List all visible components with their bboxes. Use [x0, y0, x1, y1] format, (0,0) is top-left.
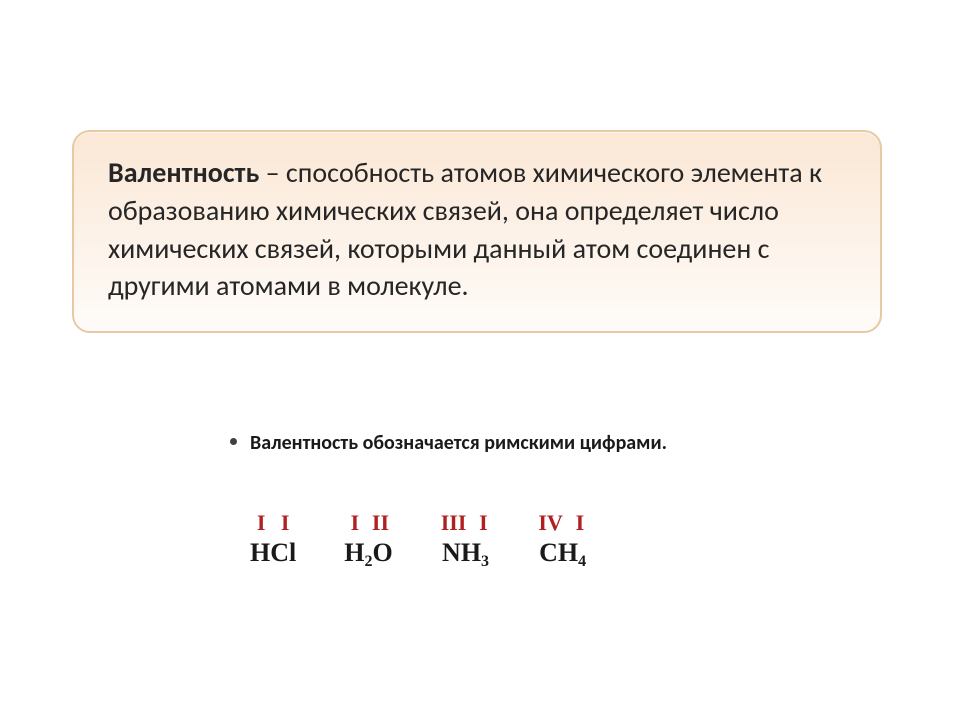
valence-note-text: Валентность обозначается римскими цифрам…	[250, 431, 667, 455]
formula-row: IIHClIIIH2OIIIINH3IVICH4	[250, 510, 810, 568]
valence-numeral: I	[254, 510, 268, 536]
slide: Валентность – способность атомов химичес…	[0, 0, 960, 720]
valence-note: Валентность обозначается римскими цифрам…	[250, 430, 810, 456]
valence-numeral: I	[573, 510, 587, 536]
definition-term: Валентность	[108, 155, 259, 190]
valence-numeral: I	[476, 510, 490, 536]
valence-numeral: II	[372, 510, 389, 536]
valence-numeral: III	[441, 510, 467, 536]
bullet-icon	[230, 438, 237, 445]
chemical-formula: CH4	[539, 538, 586, 568]
molecule: IIIINH3	[441, 510, 491, 568]
valence-numeral: I	[278, 510, 292, 536]
molecule: IIIH2O	[344, 510, 392, 568]
valence-line: IV I	[538, 510, 586, 536]
definition-text: Валентность – способность атомов химичес…	[108, 154, 850, 305]
valence-line: IIII	[441, 510, 491, 536]
molecule: IIHCl	[250, 510, 296, 568]
molecule: IV ICH4	[538, 510, 586, 568]
valence-line: II	[254, 510, 292, 536]
valence-numeral: I	[348, 510, 362, 536]
definition-box: Валентность – способность атомов химичес…	[72, 130, 882, 333]
chemical-formula: NH3	[442, 538, 489, 568]
valence-line: III	[348, 510, 389, 536]
chemical-formula: HCl	[250, 538, 296, 568]
chemical-formula: H2O	[344, 538, 392, 568]
valence-numeral: IV	[538, 510, 562, 536]
